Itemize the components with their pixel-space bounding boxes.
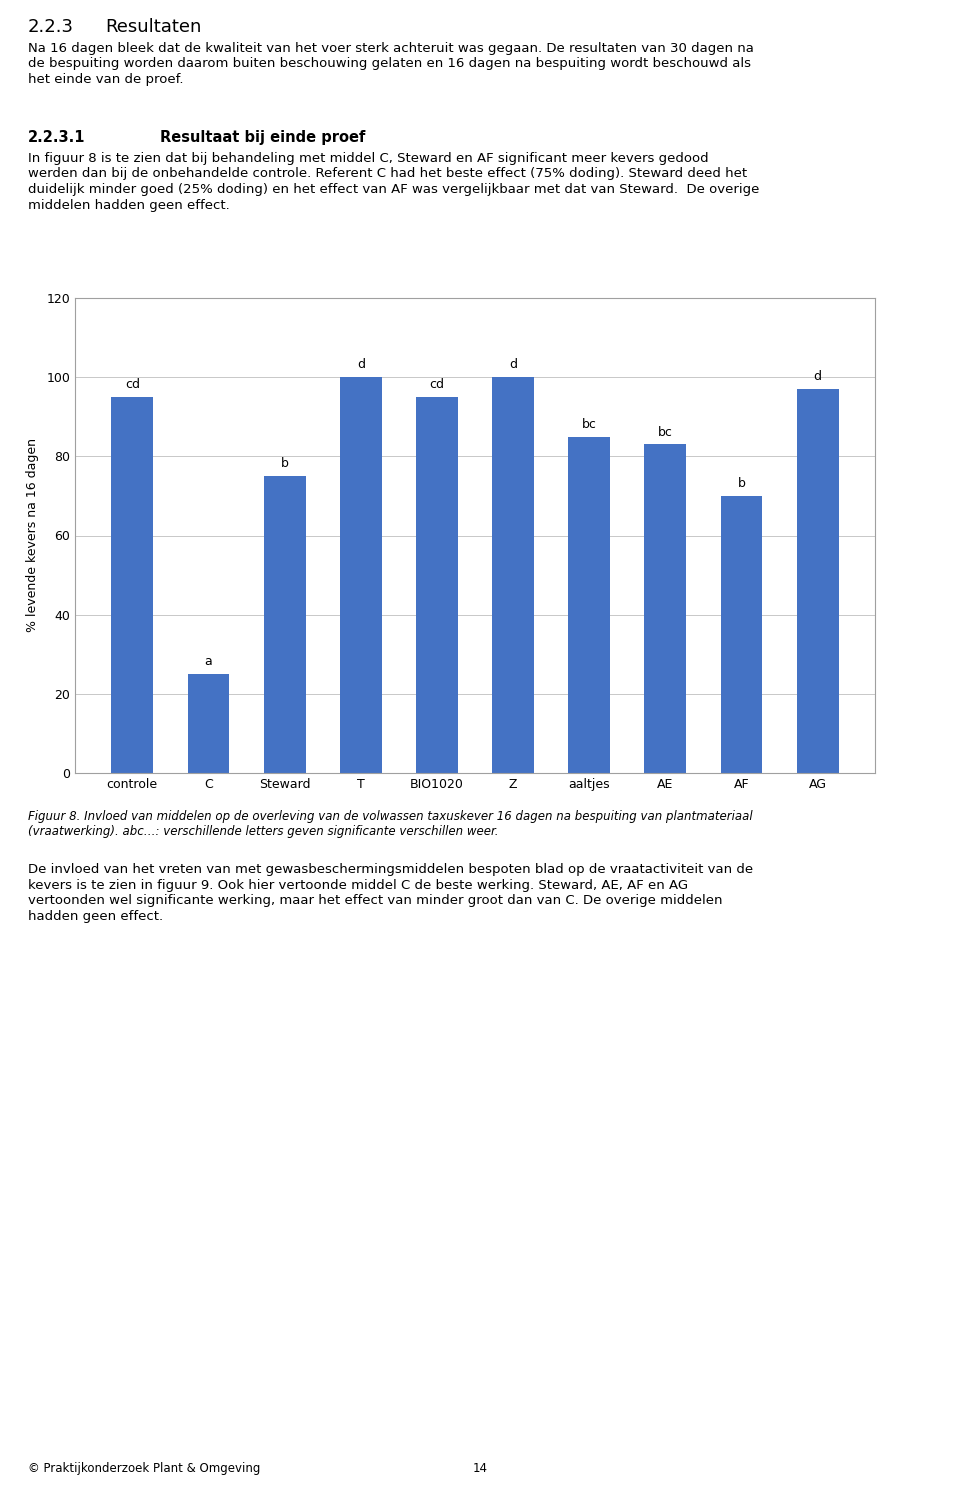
Text: het einde van de proef.: het einde van de proef. [28, 73, 183, 86]
Text: bc: bc [582, 418, 597, 431]
Text: cd: cd [125, 378, 140, 391]
Text: duidelijk minder goed (25% doding) en het effect van AF was vergelijkbaar met da: duidelijk minder goed (25% doding) en he… [28, 183, 759, 196]
Text: kevers is te zien in figuur 9. Ook hier vertoonde middel C de beste werking. Ste: kevers is te zien in figuur 9. Ook hier … [28, 879, 688, 892]
Text: De invloed van het vreten van met gewasbeschermingsmiddelen bespoten blad op de : De invloed van het vreten van met gewasb… [28, 862, 754, 876]
Text: 2.2.3.1: 2.2.3.1 [28, 129, 85, 146]
Text: hadden geen effect.: hadden geen effect. [28, 910, 163, 922]
Bar [187, 674, 229, 773]
Text: cd: cd [429, 378, 444, 391]
Text: b: b [737, 477, 746, 491]
Text: © Praktijkonderzoek Plant & Omgeving: © Praktijkonderzoek Plant & Omgeving [28, 1462, 260, 1475]
Text: werden dan bij de onbehandelde controle. Referent C had het beste effect (75% do: werden dan bij de onbehandelde controle.… [28, 168, 747, 180]
Bar [492, 378, 534, 773]
Bar [111, 397, 154, 773]
Bar [340, 378, 382, 773]
Text: Figuur 8. Invloed van middelen op de overleving van de volwassen taxuskever 16 d: Figuur 8. Invloed van middelen op de ove… [28, 810, 753, 822]
Text: Resultaten: Resultaten [105, 18, 202, 36]
Text: Resultaat bij einde proef: Resultaat bij einde proef [160, 129, 366, 146]
Text: d: d [814, 370, 822, 384]
Bar [644, 445, 686, 773]
Text: b: b [280, 457, 289, 470]
Text: vertoonden wel significante werking, maar het effect van minder groot dan van C.: vertoonden wel significante werking, maa… [28, 894, 723, 907]
Text: bc: bc [658, 425, 673, 439]
Text: 14: 14 [472, 1462, 488, 1475]
Text: Na 16 dagen bleek dat de kwaliteit van het voer sterk achteruit was gegaan. De r: Na 16 dagen bleek dat de kwaliteit van h… [28, 42, 754, 55]
Bar [264, 476, 305, 773]
Text: 2.2.3: 2.2.3 [28, 18, 74, 36]
Text: In figuur 8 is te zien dat bij behandeling met middel C, Steward en AF significa: In figuur 8 is te zien dat bij behandeli… [28, 152, 708, 165]
Text: (vraatwerking). abc…: verschillende letters geven significante verschillen weer.: (vraatwerking). abc…: verschillende lett… [28, 824, 498, 837]
Text: d: d [509, 358, 517, 372]
Text: de bespuiting worden daarom buiten beschouwing gelaten en 16 dagen na bespuiting: de bespuiting worden daarom buiten besch… [28, 58, 751, 70]
Y-axis label: % levende kevers na 16 dagen: % levende kevers na 16 dagen [26, 439, 39, 632]
Text: a: a [204, 656, 212, 668]
Text: d: d [357, 358, 365, 372]
Bar [568, 437, 611, 773]
Bar [721, 497, 762, 773]
Bar [416, 397, 458, 773]
Bar [797, 390, 839, 773]
Text: middelen hadden geen effect.: middelen hadden geen effect. [28, 198, 229, 211]
